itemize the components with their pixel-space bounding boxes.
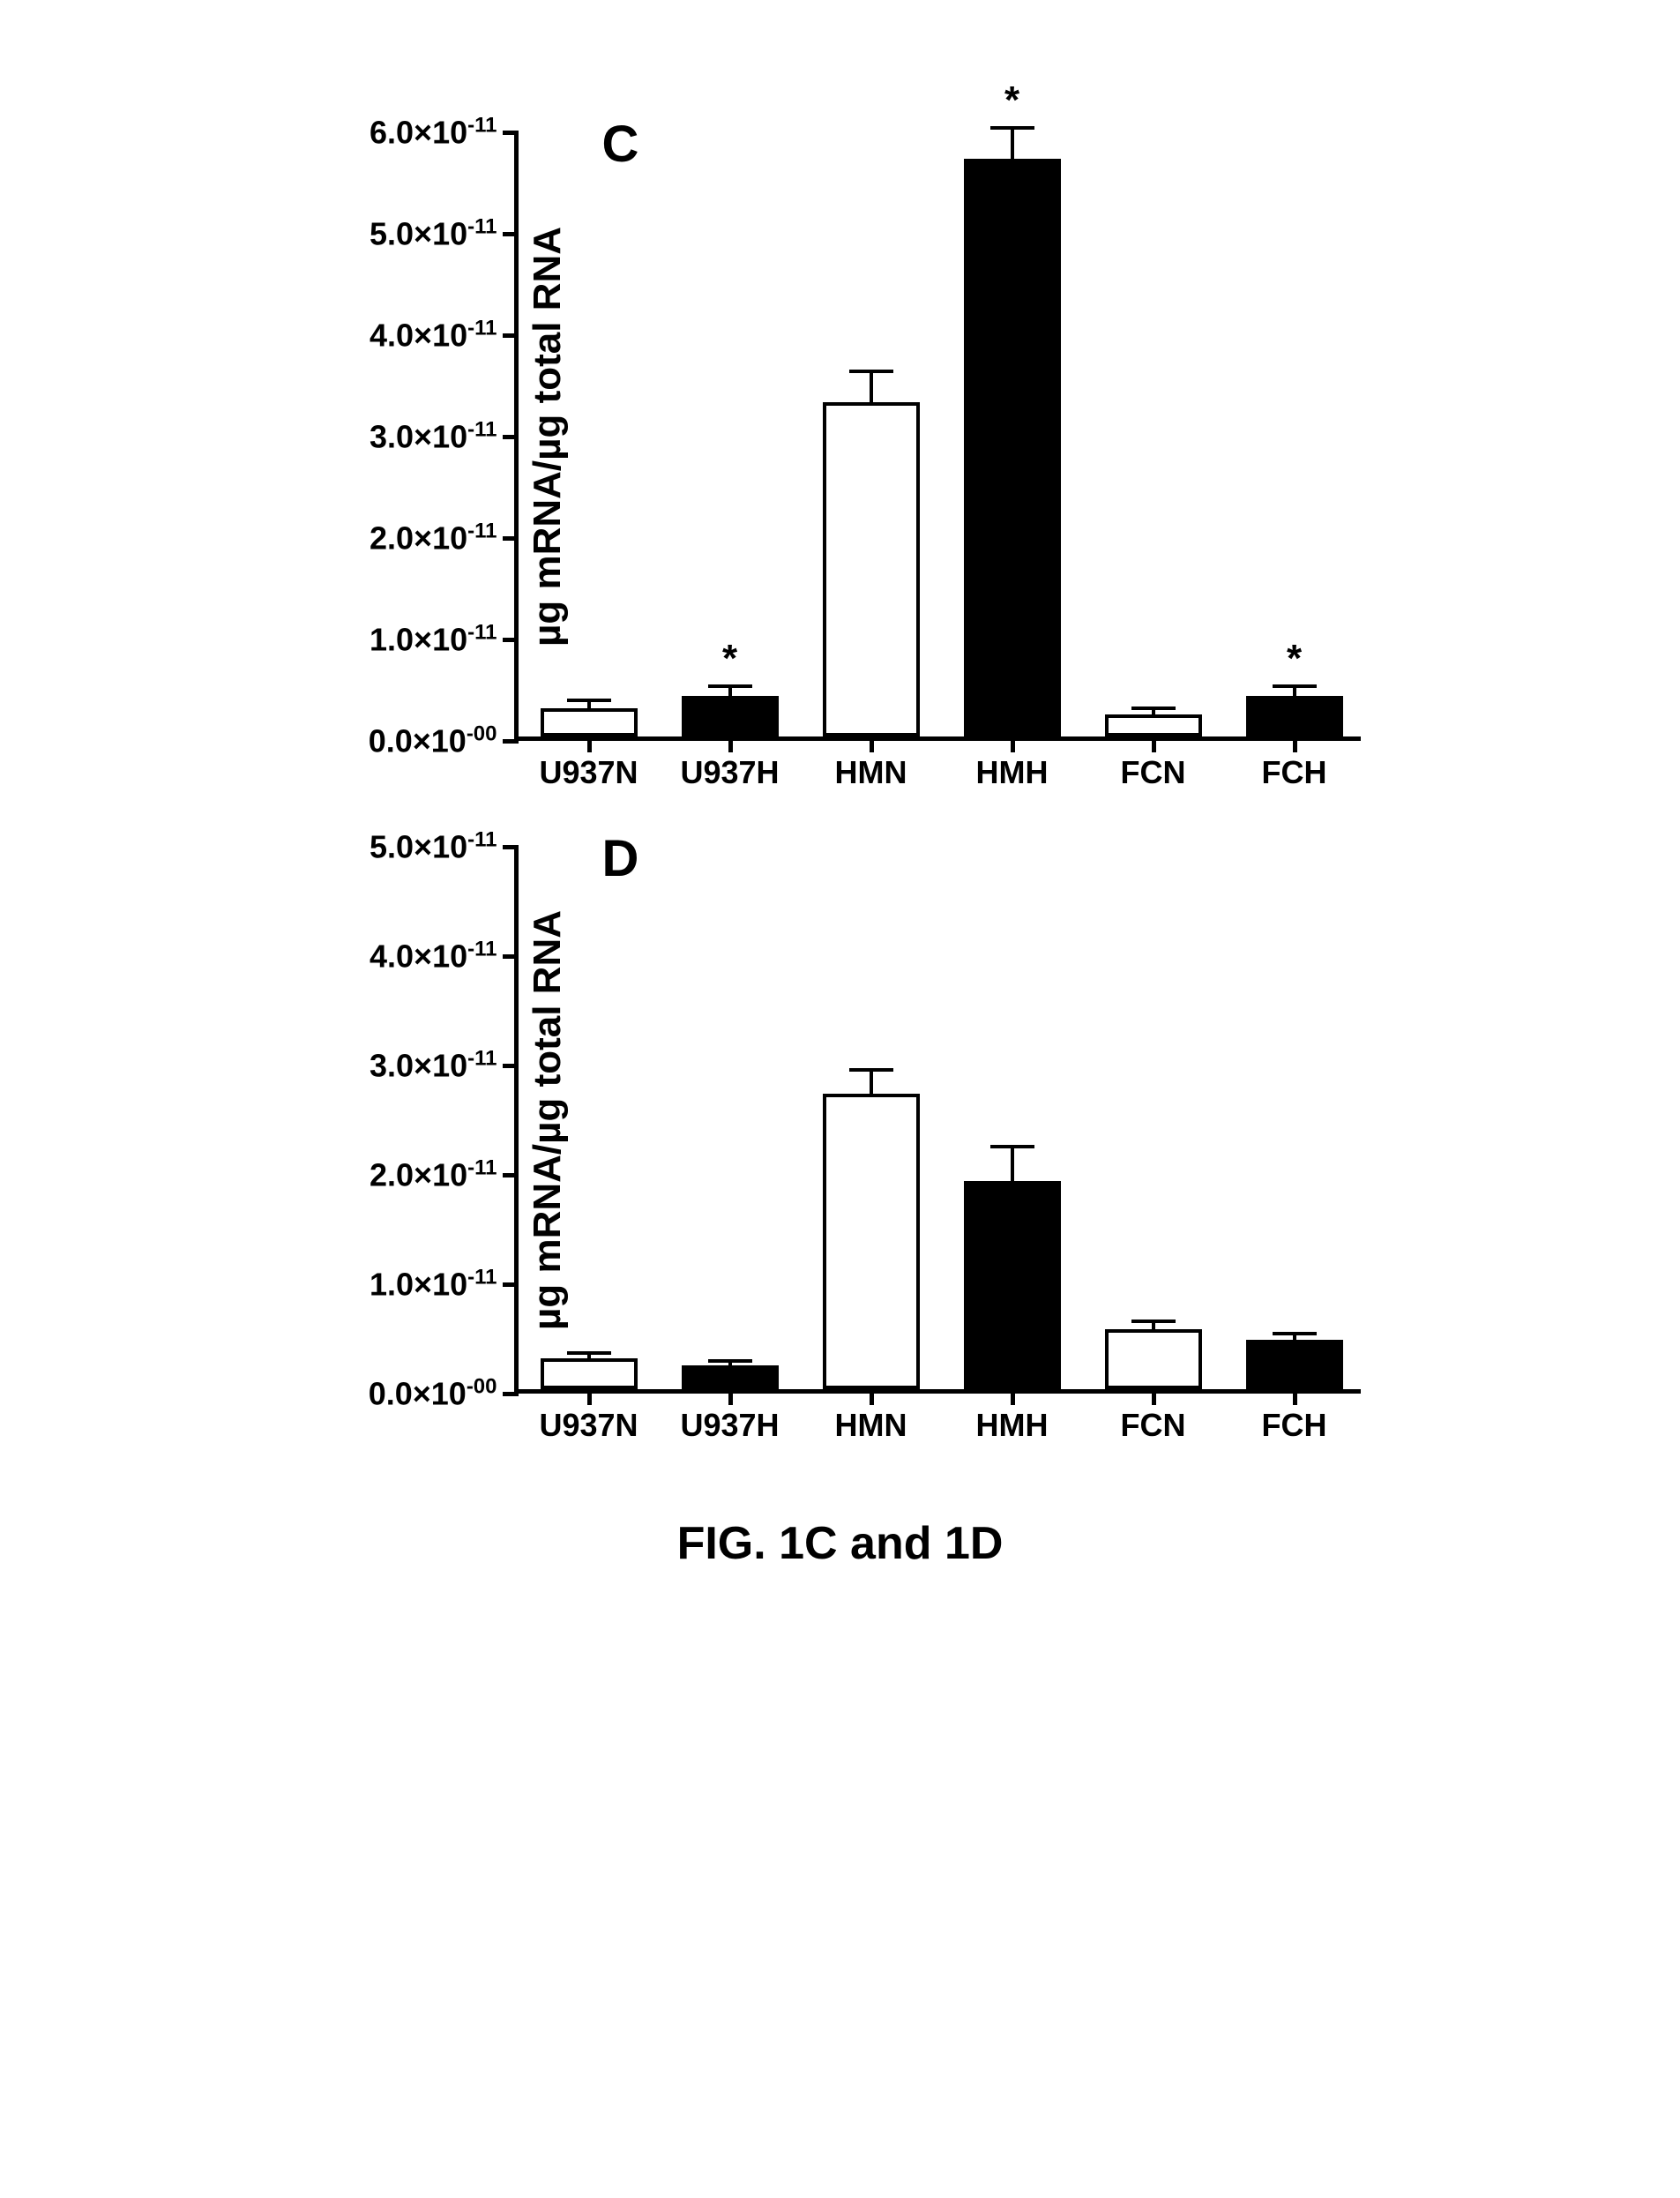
error-bar [870,371,873,402]
significance-star-icon: * [1004,78,1019,123]
bar [1246,696,1343,736]
xtick-label: U937H [680,1407,779,1444]
xtick-label: U937N [539,1407,638,1444]
xtick [1011,736,1015,752]
xtick-label: FCH [1262,1407,1327,1444]
xtick [870,736,874,752]
error-cap [567,1351,611,1355]
ytick-label: 0.0×10-00 [369,1375,497,1413]
error-cap [1273,1332,1317,1335]
xtick [1011,1389,1015,1405]
bar [823,1094,920,1389]
ytick-label: 2.0×10-11 [370,1156,497,1194]
bar [964,1181,1061,1389]
ytick [503,1064,519,1068]
xtick [728,1389,733,1405]
error-bar [1011,128,1014,159]
ytick [503,638,519,642]
bar [1105,714,1202,736]
xtick-label: HMH [976,754,1049,791]
chart-c-area: µg mRNA/µg total RNA 0.0×10-001.0×10-112… [514,132,1414,741]
ytick-label: 4.0×10-11 [370,938,497,976]
xtick-label: HMN [835,1407,907,1444]
bar [1246,1340,1343,1389]
ytick [503,333,519,338]
error-cap [708,1359,752,1363]
ytick [503,739,519,744]
ytick-label: 3.0×10-11 [370,1047,497,1085]
ytick-label: 2.0×10-11 [370,520,497,557]
xtick-label: FCN [1121,754,1186,791]
xtick [870,1389,874,1405]
ytick-label: 4.0×10-11 [370,317,497,355]
xtick [1152,736,1156,752]
ytick-label: 3.0×10-11 [370,418,497,456]
xtick-label: U937H [680,754,779,791]
bar [964,159,1061,737]
bar [682,1365,779,1389]
figure-caption: FIG. 1C and 1D [0,1517,1680,1570]
error-cap [1131,706,1176,710]
significance-star-icon: * [722,637,737,681]
xtick-label: U937N [539,754,638,791]
error-cap [708,684,752,688]
bar [541,1358,638,1389]
xtick [587,736,592,752]
error-cap [990,126,1034,130]
page: C µg mRNA/µg total RNA 0.0×10-001.0×10-1… [0,0,1680,1676]
error-cap [1273,684,1317,688]
error-cap [849,1068,893,1072]
bar [823,402,920,737]
xtick [728,736,733,752]
xtick [1152,1389,1156,1405]
bar [682,696,779,736]
xtick [1293,736,1297,752]
bar [1105,1329,1202,1389]
error-bar [1011,1147,1014,1182]
ytick [503,131,519,135]
ytick [503,536,519,541]
xtick-label: HMN [835,754,907,791]
bar [541,708,638,736]
chart-c-plot: 0.0×10-001.0×10-112.0×10-113.0×10-114.0×… [514,132,1361,741]
xtick-label: HMH [976,1407,1049,1444]
xtick-label: FCN [1121,1407,1186,1444]
chart-d-plot: 0.0×10-001.0×10-112.0×10-113.0×10-114.0×… [514,847,1361,1394]
error-cap [1131,1320,1176,1323]
ytick-label: 0.0×10-00 [369,722,497,760]
xtick [587,1389,592,1405]
ytick [503,1282,519,1287]
error-cap [990,1145,1034,1148]
ytick [503,1173,519,1178]
chart-c: C µg mRNA/µg total RNA 0.0×10-001.0×10-1… [267,132,1414,741]
ytick [503,954,519,959]
xtick-label: FCH [1262,754,1327,791]
error-bar [870,1070,873,1094]
chart-d: D µg mRNA/µg total RNA 0.0×10-001.0×10-1… [267,847,1414,1394]
ytick-label: 6.0×10-11 [370,114,497,152]
ytick-label: 5.0×10-11 [370,828,497,866]
ytick [503,1392,519,1396]
ytick [503,232,519,236]
error-cap [567,699,611,702]
ytick-label: 1.0×10-11 [370,621,497,659]
significance-star-icon: * [1287,637,1302,681]
xtick [1293,1389,1297,1405]
ytick [503,845,519,849]
error-cap [849,370,893,373]
ytick [503,435,519,439]
ytick-label: 5.0×10-11 [370,215,497,253]
ytick-label: 1.0×10-11 [370,1266,497,1304]
chart-d-area: µg mRNA/µg total RNA 0.0×10-001.0×10-112… [514,847,1414,1394]
